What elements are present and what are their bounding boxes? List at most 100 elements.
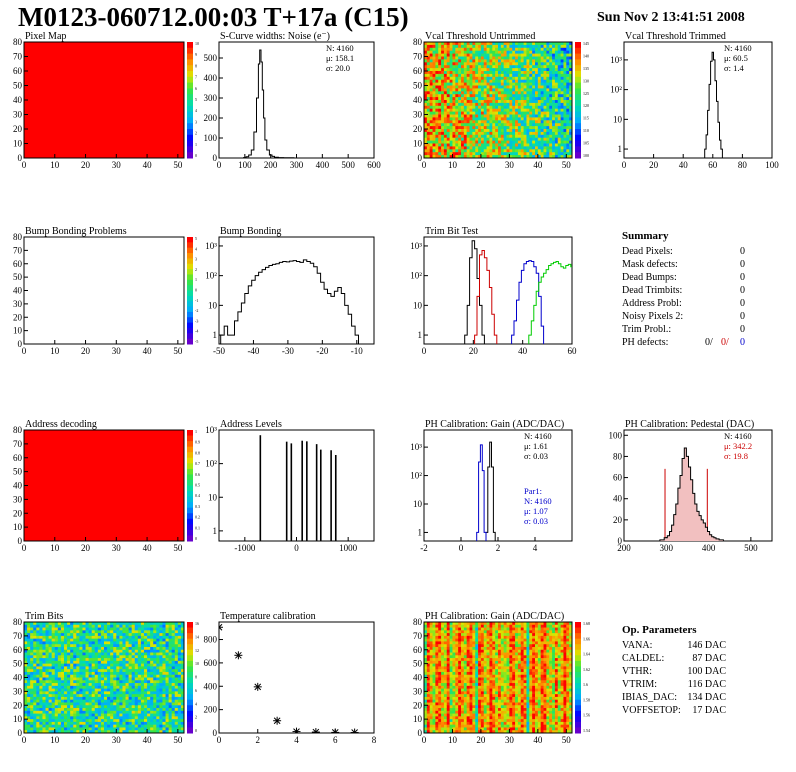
x-tick-label: 10: [50, 543, 60, 553]
hist-series-black: [655, 447, 728, 541]
plot-frame: [218, 236, 375, 345]
x-tick-label: 0: [422, 160, 427, 170]
color-scale-label: 0: [195, 153, 197, 158]
color-scale-label: 3: [195, 257, 197, 262]
stats-line-par1: σ: 0.03: [524, 516, 548, 526]
timestamp: Sun Nov 2 13:41:51 2008: [597, 10, 745, 25]
parameter-value: 17 DAC: [692, 705, 726, 716]
data-layer: [259, 435, 337, 541]
summary-value: 0: [740, 285, 745, 296]
color-scale-label: 4: [195, 701, 197, 706]
plot-frame: [423, 429, 573, 542]
y-tick-label: 0: [18, 339, 23, 349]
y-tick-label: 10²: [410, 271, 422, 281]
stats-line: σ: 1.4: [724, 63, 744, 73]
x-tick-label: 40: [143, 160, 153, 170]
x-tick-label: 80: [738, 160, 748, 170]
summary-label: Trim Probl.:: [622, 324, 671, 335]
y-tick-label: 40: [13, 286, 23, 296]
plot-frame: [218, 429, 375, 542]
chart-address_levels: Address Levels -1000 0 1000 1 10 10² 10³: [205, 419, 375, 553]
color-scale-label: 0.1: [195, 525, 200, 530]
x-tick-label: -1000: [234, 543, 255, 553]
color-scale-label: 0: [195, 536, 197, 541]
stats-line: σ: 0.03: [524, 451, 548, 461]
y-tick-label: 10²: [205, 271, 217, 281]
data-layer: [220, 259, 359, 344]
x-tick-label: -10: [351, 346, 363, 356]
x-tick-label: 50: [173, 735, 183, 745]
y-tick-label: 10: [413, 714, 423, 724]
summary-panel: Summary Dead Pixels: 0 Mask defects: 0 Dead B…: [622, 230, 745, 348]
y-tick-label: 400: [204, 73, 218, 83]
y-tick-label: 40: [413, 95, 423, 105]
color-scale-label: 0.5: [195, 483, 200, 488]
chart-title: Trim Bits: [25, 611, 63, 622]
y-tick-label: 0: [418, 728, 423, 738]
ph-defects-black: 0/: [705, 337, 713, 348]
y-tick-label: 10²: [205, 459, 217, 469]
color-scale-label: 1: [195, 142, 197, 147]
color-scale-label: 130: [583, 78, 589, 83]
chart-ph_gain: PH Calibration: Gain (ADC/DAC) -2 0 2 4 1 10 10…: [410, 419, 573, 553]
x-tick-label: 20: [81, 346, 91, 356]
y-tick-label: 1: [213, 526, 218, 536]
stats-line: μ: 342.2: [724, 441, 752, 451]
x-tick-label: 0: [622, 160, 627, 170]
y-tick-label: 10: [13, 714, 23, 724]
x-tick-label: 0: [217, 160, 222, 170]
stats-line: N: 4160: [724, 431, 752, 441]
x-tick-label: 30: [505, 735, 515, 745]
ph-defects-label: PH defects:: [622, 337, 668, 348]
x-tick-label: 500: [341, 160, 355, 170]
color-scale-label: 125: [583, 91, 589, 96]
y-tick-label: 20: [13, 312, 23, 322]
chart-title: Address Levels: [220, 419, 282, 430]
chart-ph_pedestal: PH Calibration: Pedestal (DAC)200 300 400 5…: [609, 419, 773, 553]
color-scale-label: 12: [195, 648, 199, 653]
y-tick-label: 10: [208, 300, 218, 310]
chart-address_decoding: Address decoding 1 0.9 0.8 0.7 0.6 0.5 0.4 0.3 0.…: [13, 419, 200, 553]
y-tick-label: 10³: [410, 442, 422, 452]
x-tick-label: 30: [112, 543, 122, 553]
y-tick-label: 50: [13, 81, 23, 91]
color-scale-label: 1.64: [583, 652, 590, 657]
parameter-label: CALDEL:: [622, 653, 664, 664]
x-tick-label: 50: [173, 543, 183, 553]
summary-label: Address Probl:: [622, 298, 682, 309]
color-scale-label: 1.6: [583, 682, 588, 687]
plot-frame: [218, 621, 375, 734]
y-tick-label: 0: [618, 536, 623, 546]
hist-series-blue: [476, 444, 487, 541]
x-tick-label: -30: [282, 346, 294, 356]
data-layer: [476, 441, 496, 541]
y-tick-label: 60: [13, 453, 23, 463]
x-tick-label: 20: [469, 346, 479, 356]
x-tick-label: 40: [679, 160, 689, 170]
y-tick-label: 30: [13, 686, 23, 696]
color-scale-label: 100: [583, 153, 589, 158]
hist-series-red: [474, 250, 498, 344]
color-scale-label: 9: [195, 52, 197, 57]
parameters-title: Op. Parameters: [622, 624, 697, 636]
y-tick-label: 10³: [205, 425, 217, 435]
x-tick-label: 200: [617, 543, 631, 553]
color-scale-label: 2: [195, 267, 197, 272]
x-tick-label: 20: [81, 543, 91, 553]
y-tick-label: 70: [13, 52, 23, 62]
hist-series-black: [220, 259, 359, 344]
stats-line: σ: 19.8: [724, 451, 748, 461]
heatmap-fill: [24, 430, 184, 541]
y-tick-label: 10³: [205, 241, 217, 251]
x-tick-label: 40: [533, 160, 543, 170]
color-scale-label: 1.68: [583, 621, 590, 626]
plot-frame: [623, 41, 773, 159]
x-tick-label: 300: [660, 543, 674, 553]
summary-label: Dead Trimbits:: [622, 285, 682, 296]
x-tick-label: -40: [247, 346, 259, 356]
color-scale-label: 8: [195, 675, 197, 680]
chart-title: Address decoding: [25, 419, 97, 430]
x-tick-label: 20: [649, 160, 659, 170]
color-scale-label: 1.58: [583, 697, 590, 702]
